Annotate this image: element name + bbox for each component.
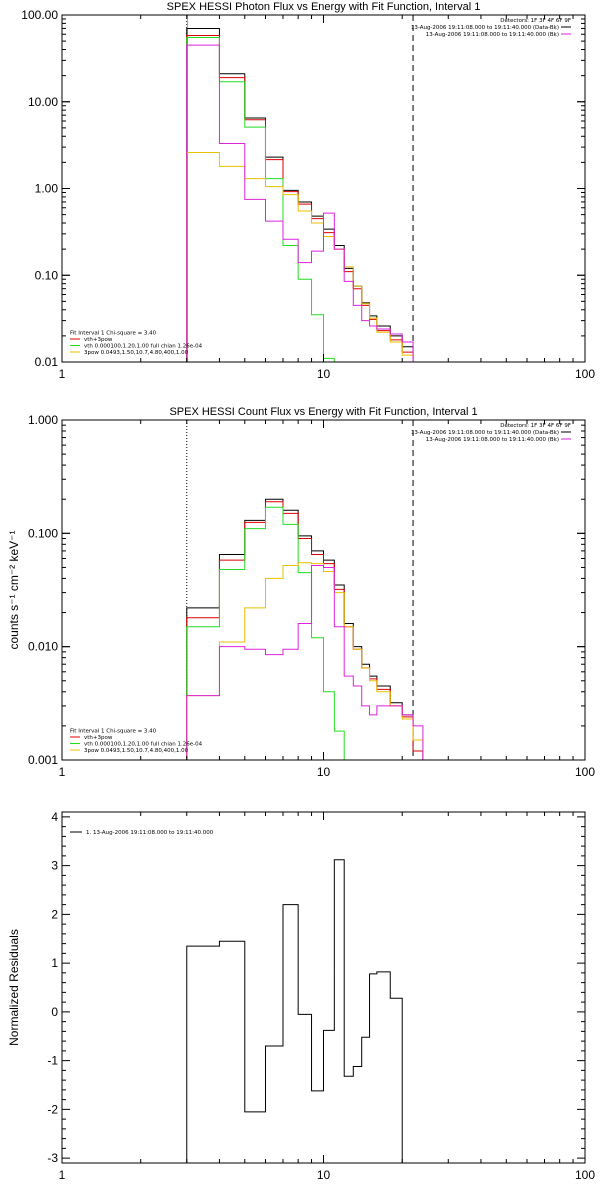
series-group [186,420,424,760]
series-4-line [186,565,424,760]
legend-entry: 1. 13-Aug-2006 19:11:08.000 to 19:11:40.… [86,830,214,836]
y-tick-label: -1 [47,1054,58,1068]
chart-title: SPEX HESSI Count Flux vs Energy with Fit… [169,406,477,418]
series-group [186,15,414,362]
x-tick-label: 1 [59,765,66,779]
y-tick-label: 0.10 [35,268,59,282]
count-flux-panel: SPEX HESSI Count Flux vs Energy with Fit… [7,406,595,779]
series-4-line [186,44,414,362]
y-tick-label: 1.000 [28,413,58,427]
legend-entry: Fit Interval 1 Chi-square = 3.40 [70,331,157,337]
legend-entry: vth 0.000100,1.20,1.00 full chian 1.26e-… [84,742,203,748]
y-tick-label: 0.010 [28,640,58,654]
y-tick-label: 0 [51,1005,58,1019]
legend-entry: Detectors: 1F 3F 4F 6F 9F [500,423,571,429]
series-0-line [186,859,403,1163]
legend-entry: 3pow 0.0493,1.50,10.7,4.80,400,1.00 [84,748,189,754]
legend-entry: Detectors: 1F 3F 4F 6F 9F [500,18,571,24]
x-tick-label: 100 [575,367,595,381]
series-3-line [186,562,424,760]
legend-entry: 13-Aug-2006 19:11:08.000 to 19:11:40.000… [411,430,559,436]
y-tick-label: 100.00 [21,8,58,22]
legend-entry: 13-Aug-2006 19:11:08.000 to 19:11:40.000… [426,32,559,38]
y-tick-label: 10.00 [28,95,58,109]
y-tick-label: 0.001 [28,753,58,767]
x-tick-label: 1 [59,1168,66,1182]
x-tick-label: 100 [575,1168,595,1182]
y-tick-label: 4 [51,810,58,824]
series-1-line [186,501,424,760]
series-2-line [186,506,345,760]
x-tick-label: 10 [317,367,331,381]
y-tick-label: 3 [51,859,58,873]
legend-entry: vth 0.000100,1.20,1.00 full chian 1.26e-… [84,344,203,350]
y-tick-label: 1.00 [35,182,59,196]
chart-title: SPEX HESSI Photon Flux vs Energy with Fi… [167,1,481,13]
y-axis-label: counts s⁻¹ cm⁻² keV⁻¹ [7,530,21,649]
residuals-panel: Normalized Residuals 1 10 100 -3 -2 -1 0 1 2 3 4 1. … [7,810,595,1182]
y-tick-label: 0.100 [28,526,58,540]
y-tick-label: 2 [51,907,58,921]
photon-flux-panel: SPEX HESSI Photon Flux vs Energy with Fi… [21,1,595,381]
x-tick-label: 1 [59,367,66,381]
y-tick-label: 0.01 [35,355,59,369]
series-0-line [186,27,414,362]
x-tick-label: 10 [317,765,331,779]
x-tick-label: 10 [317,1168,331,1182]
series-1-line [186,35,414,362]
legend-entry: vth+3pow [84,735,113,741]
plot-frame [61,14,586,363]
series-group [186,859,403,1163]
plot-frame [61,811,586,1164]
legend-entry: Fit Interval 1 Chi-square = 3.40 [70,729,157,735]
y-tick-label: -2 [47,1102,58,1116]
legend-entry: 13-Aug-2006 19:11:08.000 to 19:11:40.000… [411,25,559,31]
legend-entry: 13-Aug-2006 19:11:08.000 to 19:11:40.000… [426,437,559,443]
series-0-line [186,498,424,760]
legend-entry: 3pow 0.0493,1.50,10.7,4.80,400,1.00 [84,350,189,356]
legend-entry: vth+3pow [84,337,113,343]
y-tick-label: 1 [51,956,58,970]
x-tick-label: 100 [575,765,595,779]
series-2-line [186,37,335,362]
series-3-line [186,152,414,362]
y-tick-label: -3 [47,1151,58,1165]
y-axis-label: Normalized Residuals [7,929,21,1046]
plot-frame [61,419,586,761]
